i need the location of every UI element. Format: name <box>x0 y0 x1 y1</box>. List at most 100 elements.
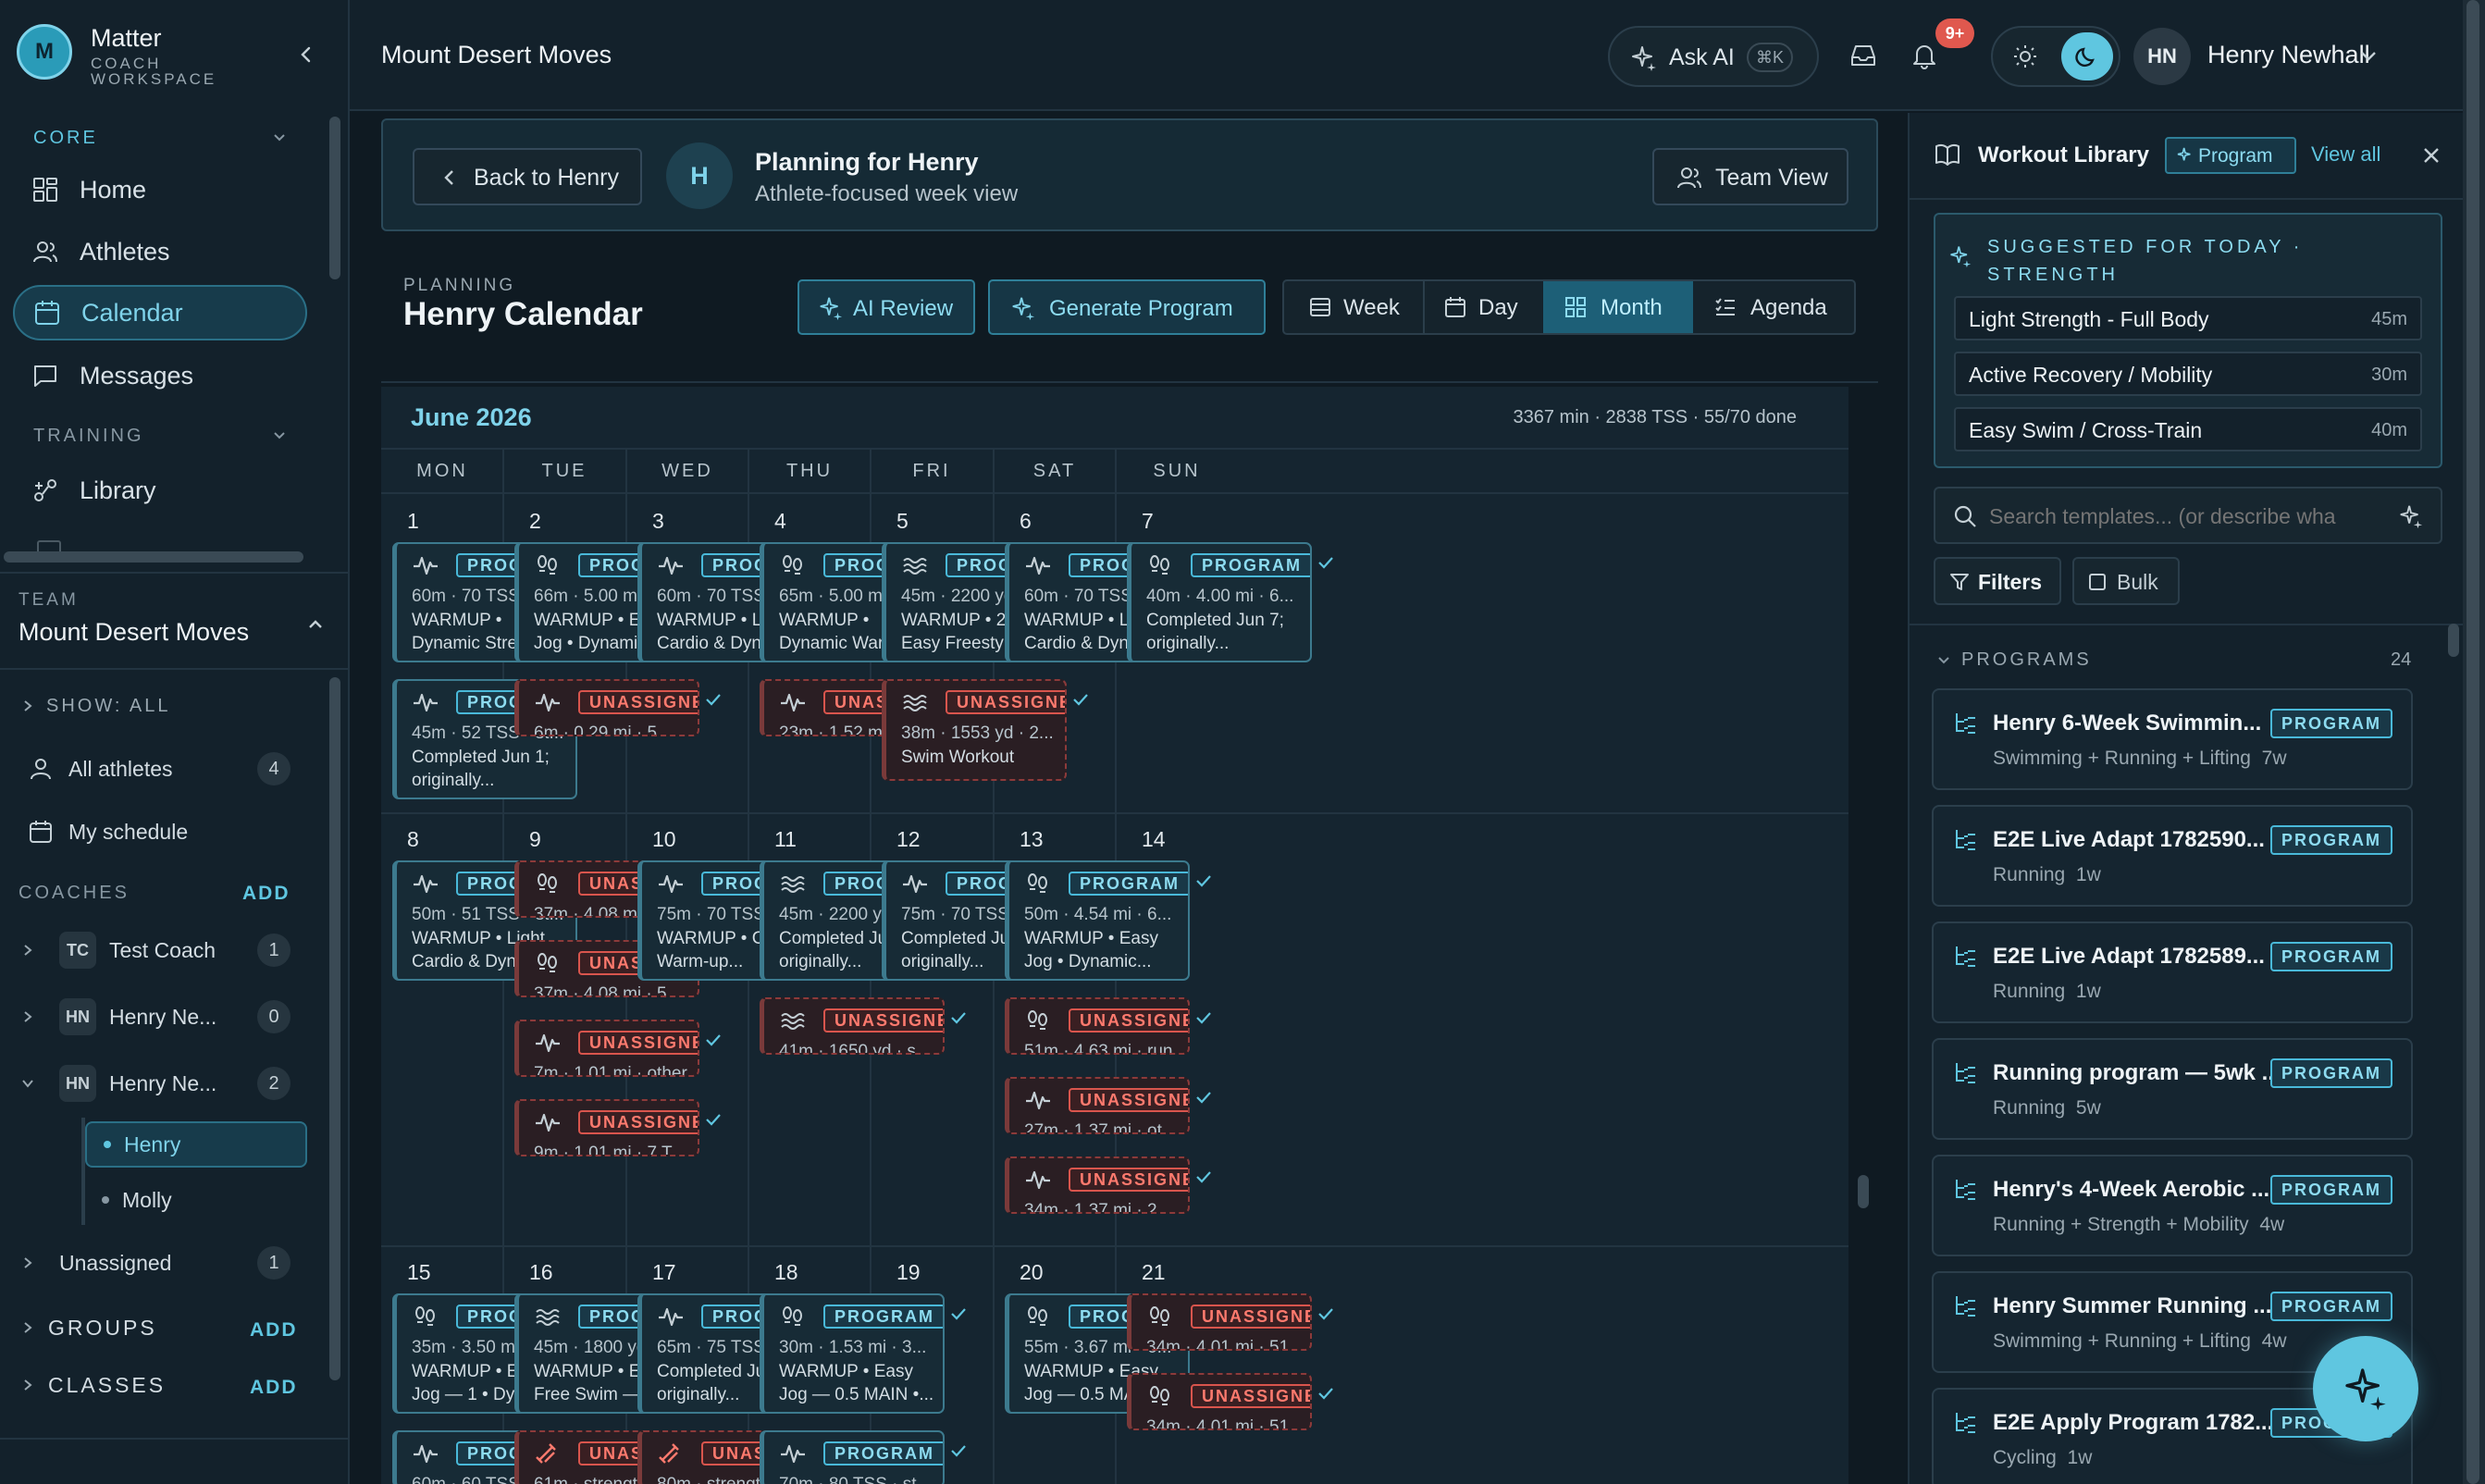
chevron-down-icon[interactable] <box>268 126 291 148</box>
unassigned-workout-card[interactable]: UNASSIGNED 6m · 0.29 mi · 5 ... <box>514 679 699 736</box>
chevron-down-icon[interactable] <box>268 424 291 446</box>
day-number[interactable]: 10 <box>652 827 676 851</box>
nav-hscrollbar[interactable] <box>4 551 303 563</box>
program-workout-card[interactable]: PROGRAM 70m · 80 TSS · st... <box>760 1430 945 1484</box>
classes-toggle[interactable]: CLASSES <box>20 1358 166 1412</box>
check-icon[interactable] <box>1317 555 1334 570</box>
check-icon[interactable] <box>1195 1169 1212 1184</box>
program-workout-card[interactable]: PROGRAM 30m · 1.53 mi · 3... WARMUP • Easy… <box>760 1293 945 1414</box>
add-group-button[interactable]: ADD <box>250 1319 298 1341</box>
bell-icon[interactable] <box>1904 35 1945 76</box>
day-number[interactable]: 6 <box>1020 509 1032 533</box>
day-number[interactable]: 14 <box>1142 827 1166 851</box>
chevron-down-icon[interactable] <box>1935 651 1952 668</box>
suggested-workout[interactable]: Easy Swim / Cross-Train 40m <box>1954 407 2422 451</box>
calendar-scrollbar[interactable] <box>1858 1175 1869 1208</box>
nav-athletes[interactable]: Athletes <box>0 224 333 279</box>
check-icon[interactable] <box>705 1112 722 1127</box>
check-icon[interactable] <box>950 1443 967 1458</box>
nav-library[interactable]: Library <box>0 463 333 518</box>
day-number[interactable]: 8 <box>407 827 419 851</box>
search-input[interactable] <box>1989 500 2378 533</box>
unassigned-workout-card[interactable]: UNASSIGNED 34m · 4.01 mi · 51... <box>1127 1373 1312 1430</box>
unassigned-workout-card[interactable]: UNASSIGNED 34m · 1.37 mi · 2... <box>1005 1156 1190 1214</box>
team-view-button[interactable]: Team View <box>1652 148 1848 205</box>
day-number[interactable]: 16 <box>529 1260 553 1284</box>
window-scrollbar[interactable] <box>2466 0 2479 1484</box>
back-button[interactable]: Back to Henry <box>413 148 642 205</box>
nav-calendar[interactable]: Calendar <box>13 285 307 340</box>
unassigned-workout-card[interactable]: UNASSIGNED 38m · 1553 yd · 2... Swim Worko… <box>882 679 1067 781</box>
view-all-link[interactable]: View all <box>2311 142 2381 166</box>
add-class-button[interactable]: ADD <box>250 1377 298 1398</box>
day-number[interactable]: 17 <box>652 1260 676 1284</box>
program-item[interactable]: Henry 6-Week Swimmin... Swimming + Runni… <box>1932 688 2413 790</box>
unassigned-workout-card[interactable]: UNASSIGNED 9m · 1.01 mi · 7 T... <box>514 1099 699 1156</box>
chevron-up-icon[interactable] <box>302 611 329 638</box>
ai-assistant-fab[interactable] <box>2313 1336 2418 1441</box>
day-number[interactable]: 11 <box>774 827 797 851</box>
day-number[interactable]: 12 <box>896 827 921 851</box>
check-icon[interactable] <box>1195 1090 1212 1105</box>
unassigned-workout-card[interactable]: UNASSIGNED 41m · 1650 yd · s... <box>760 997 945 1055</box>
day-number[interactable]: 18 <box>774 1260 798 1284</box>
add-coach-button[interactable]: ADD <box>242 883 291 904</box>
show-all-toggle[interactable]: SHOW: ALL <box>20 679 170 733</box>
view-month-tab[interactable]: Month <box>1543 281 1693 333</box>
groups-toggle[interactable]: GROUPS <box>20 1301 157 1354</box>
filters-button[interactable]: Filters <box>1934 557 2061 605</box>
check-icon[interactable] <box>950 1010 967 1025</box>
template-search[interactable] <box>1934 487 2442 544</box>
team-scrollbar[interactable] <box>329 677 340 1380</box>
check-icon[interactable] <box>1072 692 1089 707</box>
athlete-item-henry[interactable]: Henry <box>85 1121 307 1168</box>
day-number[interactable]: 9 <box>529 827 541 851</box>
inbox-icon[interactable] <box>1843 35 1884 76</box>
day-number[interactable]: 4 <box>774 509 786 533</box>
view-week-tab[interactable]: Week <box>1284 281 1423 333</box>
close-icon[interactable] <box>2420 144 2442 167</box>
unassigned-item[interactable]: Unassigned 1 <box>20 1236 298 1290</box>
nav-scrollbar[interactable] <box>329 117 340 279</box>
nav-home[interactable]: Home <box>0 162 333 217</box>
all-athletes-item[interactable]: All athletes 4 <box>28 742 296 796</box>
unassigned-workout-card[interactable]: UNASSIGNED 34m · 4.01 mi · 51... <box>1127 1293 1312 1351</box>
program-workout-card[interactable]: PROGRAM 40m · 4.00 mi · 6... Completed Jun… <box>1127 542 1312 662</box>
view-day-tab[interactable]: Day <box>1425 281 1543 333</box>
day-number[interactable]: 2 <box>529 509 541 533</box>
day-number[interactable]: 15 <box>407 1260 431 1284</box>
program-item[interactable]: Henry's 4-Week Aerobic ... Running + Str… <box>1932 1155 2413 1256</box>
program-item[interactable]: Running program — 5wk ... Running 5w PRO… <box>1932 1038 2413 1140</box>
my-schedule-item[interactable]: My schedule <box>28 805 188 859</box>
program-filter-chip[interactable]: Program <box>2165 137 2296 174</box>
check-icon[interactable] <box>950 1306 967 1321</box>
check-icon[interactable] <box>1195 1010 1212 1025</box>
suggested-workout[interactable]: Active Recovery / Mobility 30m <box>1954 352 2422 396</box>
library-scrollbar[interactable] <box>2448 624 2459 657</box>
day-number[interactable]: 7 <box>1142 509 1154 533</box>
coach-item[interactable]: TC Test Coach 1 <box>20 923 298 977</box>
unassigned-workout-card[interactable]: UNASSIGNED 51m · 4.63 mi · run <box>1005 997 1190 1055</box>
ask-ai-button[interactable]: Ask AI ⌘K <box>1608 26 1819 87</box>
sparkle-icon[interactable] <box>2398 503 2424 529</box>
program-item[interactable]: E2E Apply Program 1782... Cycling 1w PRO… <box>1932 1388 2413 1484</box>
user-menu[interactable]: HN Henry Newhall <box>2133 20 2448 93</box>
program-workout-card[interactable]: PROGRAM 50m · 4.54 mi · 6... WARMUP • Easy… <box>1005 860 1190 981</box>
check-icon[interactable] <box>705 1033 722 1047</box>
check-icon[interactable] <box>1195 873 1212 888</box>
unassigned-workout-card[interactable]: UNASSIGNED 7m · 1.01 mi · other <box>514 1020 699 1077</box>
coach-item[interactable]: HN Henry Ne... 0 <box>20 990 298 1044</box>
check-icon[interactable] <box>1317 1386 1334 1401</box>
program-item[interactable]: E2E Live Adapt 1782589... Running 1w PRO… <box>1932 921 2413 1023</box>
program-item[interactable]: E2E Live Adapt 1782590... Running 1w PRO… <box>1932 805 2413 907</box>
day-number[interactable]: 13 <box>1020 827 1044 851</box>
check-icon[interactable] <box>1317 1306 1334 1321</box>
day-number[interactable]: 19 <box>896 1260 921 1284</box>
athlete-item-molly[interactable]: Molly <box>85 1173 172 1227</box>
unassigned-workout-card[interactable]: UNASSIGNED 27m · 1.37 mi · ot... <box>1005 1077 1190 1134</box>
collapse-sidebar-icon[interactable] <box>292 41 320 68</box>
day-number[interactable]: 1 <box>407 509 419 533</box>
nav-messages[interactable]: Messages <box>0 348 333 403</box>
day-number[interactable]: 5 <box>896 509 909 533</box>
view-agenda-tab[interactable]: Agenda <box>1693 281 1854 333</box>
